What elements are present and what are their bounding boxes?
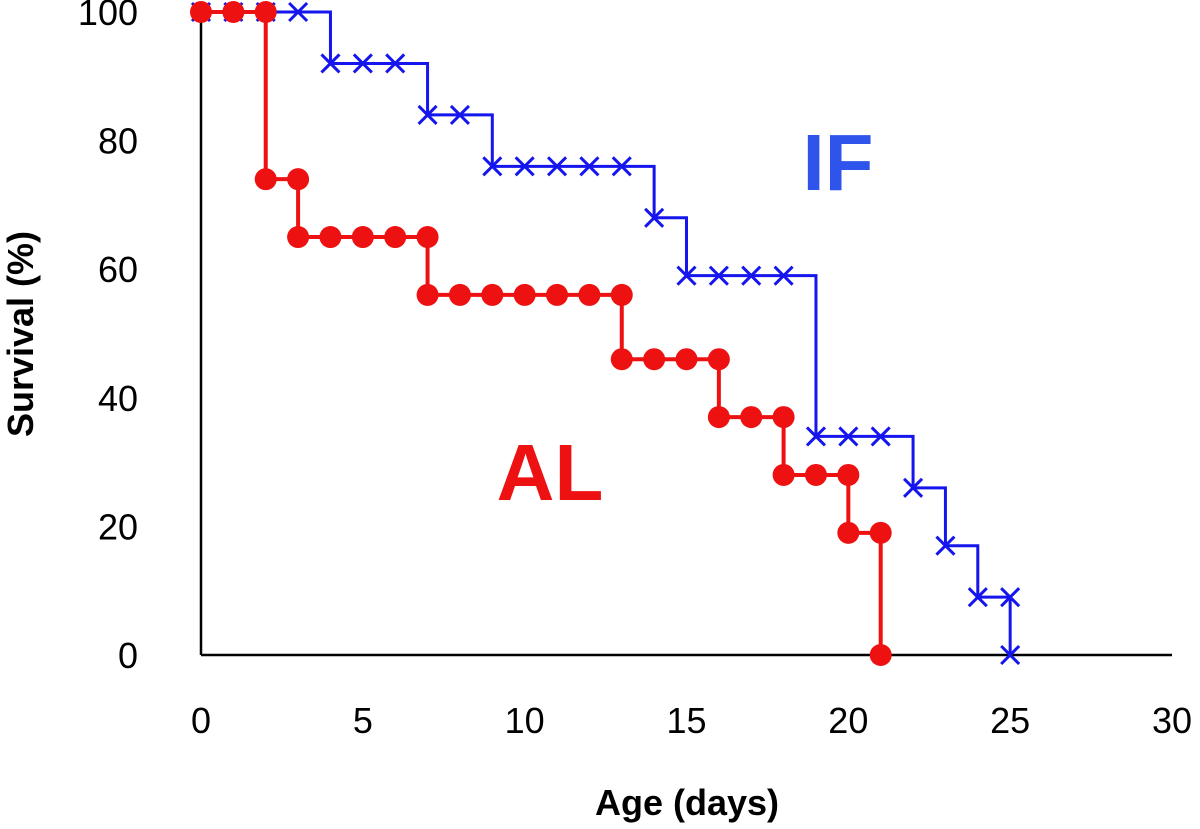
series-al-point [578,283,601,306]
x-tick-label: 15 [666,700,706,741]
tick-labels: 0 5 10 15 20 25 30 0 20 40 60 80 100 [78,0,1192,741]
plot-area [190,1,1021,666]
x-tick-label: 20 [828,700,868,741]
series-if-point [903,477,924,498]
series-al [190,1,892,666]
series-al-point [287,226,310,249]
series-if-line [201,10,1012,655]
series-al-point [837,463,860,486]
x-tick-label: 30 [1152,700,1192,741]
series-al-point [707,406,730,429]
series-al-point [416,283,439,306]
series-if-point [773,265,794,286]
series-if-point [708,265,729,286]
series-if-point [546,156,568,177]
axes [199,10,1172,657]
y-tick-label: 60 [98,249,138,290]
series-al-point [481,283,504,306]
y-tick-label: 80 [98,121,138,162]
series-al-point [643,348,666,371]
series-al-point [513,283,536,306]
series-al-point [610,348,633,371]
series-al-point [287,168,310,191]
series-if [190,1,1021,666]
series-al-point [254,1,277,23]
series-al-point [740,406,763,429]
series-if-point [417,104,438,125]
series-if-point [838,426,859,447]
series-if-point [320,53,341,74]
series-al-point [675,348,698,371]
series-al-point [190,1,212,23]
x-tick-label: 0 [191,700,211,741]
y-tick-label: 100 [78,0,138,33]
series-al-point [319,226,342,249]
series-al-point [254,168,277,191]
series-if-point [1000,587,1021,608]
y-tick-label: 20 [98,506,138,547]
series-al-point [546,283,569,306]
series-if-point [288,1,309,23]
y-axis-title: Survival (%) [0,231,41,437]
y-tick-label: 40 [98,378,138,419]
series-if-point [352,53,373,74]
series-if-point [611,156,632,177]
series-if-point [935,535,956,556]
series-if-point [514,156,535,177]
y-tick-label: 0 [118,635,138,676]
series-al-point [837,521,860,544]
series-if-point [676,265,697,286]
series-if-point [449,104,470,125]
series-if-point [1000,644,1021,666]
series-label-if: IF [802,118,873,207]
series-if-point [741,265,762,286]
series-al-point [772,463,795,486]
series-al-line [201,10,883,655]
series-al-point [416,226,439,249]
series-al-point [222,1,245,23]
series-if-point [385,53,406,74]
x-tick-label: 25 [990,700,1030,741]
x-axis-title: Age (days) [595,782,779,823]
series-if-point [805,426,827,447]
series-al-point [351,226,374,249]
series-label-al: AL [497,428,604,517]
series-al-point [610,283,633,306]
series-al-point [772,406,795,429]
series-al-point [448,283,471,306]
series-if-point [482,156,503,177]
series-al-point [804,463,827,486]
series-al-point [869,644,892,666]
series-if-point [644,207,665,228]
series-al-point [869,521,892,544]
series-al-point [707,348,730,371]
x-tick-label: 10 [505,700,545,741]
series-al-point [384,226,407,249]
series-if-point [870,426,891,447]
series-if-point [967,587,988,608]
x-tick-label: 5 [353,700,373,741]
series-if-point [579,156,600,177]
